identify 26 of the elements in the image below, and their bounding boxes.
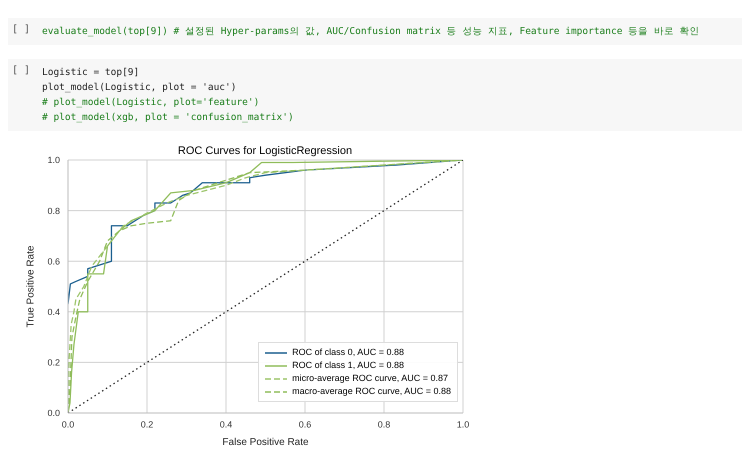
text: [ ] [12, 24, 32, 37]
text: # plot_model(xgb, plot = 'confusion_matrix') [42, 111, 294, 125]
legend-label: micro-average ROC curve, AUC = 0.87 [292, 372, 448, 385]
legend-label: ROC of class 1, AUC = 0.88 [292, 359, 404, 372]
y-tick-label: 0.8 [47, 206, 60, 216]
y-tick-label: 0.6 [47, 256, 60, 266]
legend-label: macro-average ROC curve, AUC = 0.88 [292, 385, 451, 398]
x-tick-label: 1.0 [456, 419, 470, 430]
x-tick-label: 0.2 [140, 419, 154, 430]
text: Logistic = top[9] [42, 66, 140, 80]
y-tick-label: 0.0 [47, 408, 60, 418]
text: plot_model(Logistic, plot = 'auc') [42, 81, 238, 95]
y-tick-label: 1.0 [47, 155, 60, 166]
y-tick-label: 0.2 [47, 358, 60, 368]
x-tick-label: 0.0 [62, 419, 74, 430]
x-tick-label: 0.4 [220, 419, 232, 430]
text: evaluate_model(top[9]) # 설정된 Hyper-params의 값, AUC/Confusion matrix 등 성능 지표, Feature importance 등을 바로 확인 [42, 25, 700, 39]
legend-label: ROC of class 0, AUC = 0.88 [292, 346, 404, 359]
x-tick-label: 0.6 [298, 419, 312, 430]
y-tick-label: 0.4 [47, 306, 60, 317]
text: [ ] [12, 65, 32, 78]
chart-title: ROC Curves for LogisticRegression [176, 145, 354, 157]
x-tick-label: 0.8 [378, 419, 390, 430]
x-axis-title: False Positive Rate [222, 437, 310, 448]
text: # plot_model(Logistic, plot='feature') [42, 96, 260, 110]
y-axis-title: True Positive Rate [26, 245, 37, 328]
